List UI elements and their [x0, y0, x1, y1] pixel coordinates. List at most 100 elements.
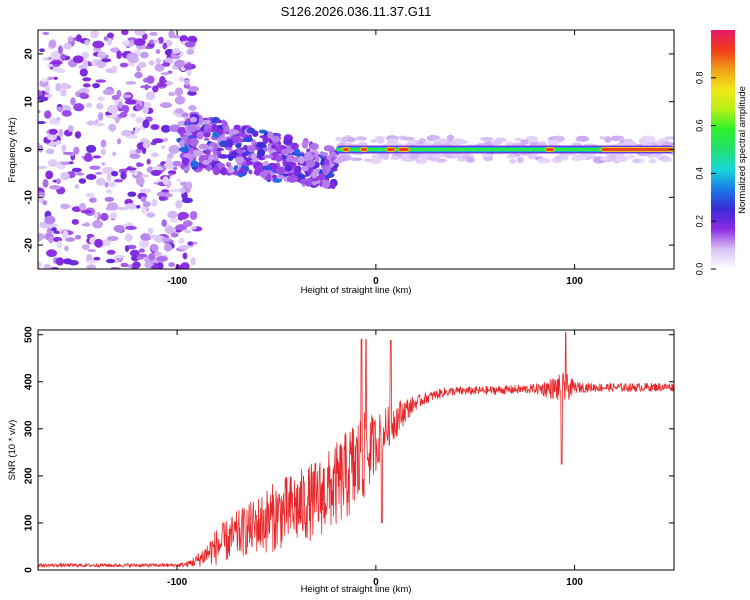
spectrogram-cell: [262, 154, 274, 159]
spectrogram-cell: [174, 87, 184, 97]
spectrogram-cell: [82, 77, 92, 82]
spectrogram-cell: [271, 174, 278, 179]
spectrogram-cell: [57, 45, 63, 54]
spectrogram-cell: [160, 145, 166, 150]
spectrogram-cell: [95, 79, 107, 83]
spectrogram-cell: [169, 188, 180, 193]
spectrogram-cell: [85, 192, 95, 198]
spectrogram-cell: [150, 169, 162, 177]
spectrogram-cell: [45, 170, 54, 180]
spectrogram-cell: [47, 159, 58, 168]
spectrogram-cell: [528, 142, 540, 146]
spectrogram-cell: [641, 135, 656, 142]
spectrogram-cell: [95, 177, 106, 186]
spectrogram-cell: [89, 165, 101, 170]
spectrogram-cell: [168, 173, 173, 177]
spectrogram-cell: [537, 157, 551, 164]
spectrogram-cell: [188, 146, 194, 154]
spectrogram-cell: [516, 156, 524, 164]
spectrogram-cell: [85, 259, 97, 264]
spectrogram-cell: [212, 131, 220, 138]
spectrogram-cell: [135, 103, 142, 111]
spectrogram-cell: [62, 230, 69, 240]
spectrogram-cell: [242, 137, 254, 143]
spectrogram-cell: [184, 41, 196, 48]
spectrogram-cell: [208, 143, 216, 147]
spectrogram-cell: [173, 59, 186, 68]
spectrogram-x-axis: -100 0 100: [167, 30, 583, 287]
spectrogram-cell: [335, 136, 344, 142]
spectrogram-cell: [103, 238, 111, 247]
spectrogram-cell: [38, 165, 48, 170]
snr-x-label: Height of straight line (km): [301, 584, 412, 595]
spectrogram-cell: [86, 264, 97, 269]
spectrogram-cell: [179, 181, 189, 187]
spectrogram-cell: [102, 166, 114, 175]
snr-panel: -100 0 100 0 100 200 300 400 500 Height of stra…: [7, 326, 675, 595]
spectrogram-cell: [83, 154, 93, 162]
spectrogram-cell: [162, 62, 171, 67]
spectrogram-cell: [419, 157, 428, 165]
spectrogram-cell: [235, 156, 245, 164]
spectrogram-cell: [267, 131, 274, 139]
spectrogram-cell: [67, 36, 74, 43]
spectrogram-cell: [46, 227, 53, 235]
spectrogram-cell: [150, 244, 159, 253]
spectrogram-cell: [124, 99, 137, 105]
spectrogram-cell: [271, 135, 280, 143]
spectrogram-cell: [311, 170, 318, 179]
spectrogram-cell: [509, 158, 517, 164]
spectrogram-cell: [175, 107, 184, 114]
spectrogram-cell: [47, 76, 54, 81]
spectrogram-cell: [300, 165, 309, 172]
spectrogram-cell: [182, 220, 193, 227]
spectrogram-cell: [121, 40, 130, 46]
spectrogram-cell: [306, 177, 313, 187]
spectrogram-cell: [75, 34, 82, 42]
spectrogram-cell: [55, 257, 65, 266]
spectrogram-cell: [81, 223, 91, 227]
spectrogram-cell: [140, 51, 149, 59]
spectrogram-cell: [271, 144, 276, 149]
spectrogram-cell: [73, 146, 80, 155]
y-tick-label: -20: [24, 237, 35, 252]
spectrogram-cell: [97, 96, 106, 101]
spectrogram-cell: [250, 153, 259, 163]
spectrogram-cell: [115, 255, 126, 259]
spectrogram-cell: [68, 125, 74, 133]
spectrogram-ridge: [336, 148, 674, 151]
spectrogram-cell: [161, 189, 170, 193]
spectrogram-cell: [44, 215, 56, 225]
spectrogram-cell: [192, 149, 204, 157]
spectrogram-cell: [38, 233, 43, 242]
spectrogram-cell: [142, 119, 150, 129]
spectrogram-cell: [146, 75, 155, 84]
spectrogram-cell: [178, 245, 190, 250]
spectrogram-cell: [188, 104, 197, 111]
spectrogram-cell: [204, 151, 210, 155]
spectrogram-cell: [167, 152, 174, 159]
spectrogram-cell: [172, 160, 182, 167]
spectrogram-cell: [78, 202, 87, 211]
spectrogram-cell: [294, 165, 302, 173]
spectrogram-cell: [136, 162, 144, 167]
spectrogram-cell: [280, 148, 289, 155]
spectrogram-cell: [140, 174, 150, 178]
spectrogram-cell: [125, 225, 137, 231]
spectrogram-cell: [135, 176, 145, 186]
spectrogram-cell: [212, 166, 220, 176]
spectrogram-cell: [58, 128, 64, 138]
spectrogram-cell: [188, 86, 199, 93]
spectrogram-cell: [276, 175, 285, 180]
spectrogram-cell: [243, 145, 248, 149]
spectrogram-cell: [167, 210, 178, 219]
spectrogram-cell: [45, 148, 55, 155]
spectrogram-cell: [133, 38, 146, 47]
spectrogram-cell: [118, 168, 128, 174]
spectrogram-cell: [187, 90, 197, 96]
spectrogram-cell: [38, 109, 41, 114]
spectrogram-cell: [309, 143, 319, 151]
spectrogram-cell: [623, 140, 636, 147]
spectrogram-cell: [78, 87, 90, 94]
spectrogram-cell: [134, 126, 140, 134]
